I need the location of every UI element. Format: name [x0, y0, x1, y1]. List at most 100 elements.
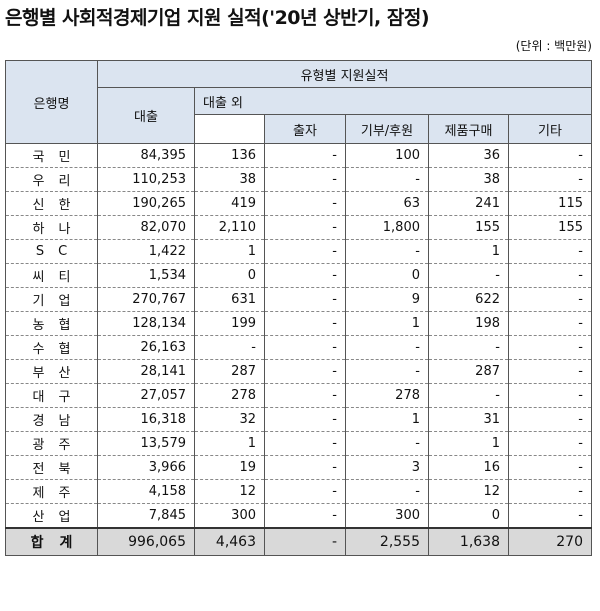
cell-bank: 제주	[5, 479, 98, 504]
cell-donation: -	[345, 239, 429, 264]
cell-loan: 128,134	[97, 311, 195, 336]
cell-purchase: 36	[428, 143, 509, 168]
header-non-loan-total	[194, 114, 265, 144]
table-row: 하나 82,070 2,110-1,800 155 155	[5, 215, 592, 240]
cell-donation: 100	[345, 143, 429, 168]
cell-loan: 110,253	[97, 167, 195, 192]
cell-investment: -	[264, 431, 346, 456]
header-non-loan: 대출 외	[194, 87, 592, 115]
header-purchase: 제품구매	[428, 114, 509, 144]
cell-non-loan: 32	[194, 407, 265, 432]
cell-loan: 270,767	[97, 287, 195, 312]
cell-purchase: 16	[428, 455, 509, 480]
table-row: 기업 270,767 631-9 622-	[5, 287, 592, 312]
cell-purchase: 622	[428, 287, 509, 312]
cell-purchase: -	[428, 335, 509, 360]
cell-other: 155	[508, 215, 592, 240]
cell-investment: -	[264, 143, 346, 168]
cell-bank: 국민	[5, 143, 98, 168]
table-row: SC 1,422 1- -1-	[5, 239, 592, 264]
cell-investment: -	[264, 215, 346, 240]
cell-bank: 수협	[5, 335, 98, 360]
cell-donation: 63	[345, 191, 429, 216]
cell-non-loan: -	[194, 335, 265, 360]
cell-purchase: 1	[428, 431, 509, 456]
cell-loan: 1,422	[97, 239, 195, 264]
header-investment: 출자	[264, 114, 346, 144]
cell-bank: 대구	[5, 383, 98, 408]
cell-bank: 우리	[5, 167, 98, 192]
cell-non-loan: 2,110	[194, 215, 265, 240]
cell-non-loan: 1	[194, 239, 265, 264]
cell-non-loan: 12	[194, 479, 265, 504]
cell-investment: -	[264, 479, 346, 504]
header-bank: 은행명	[5, 60, 98, 144]
cell-bank: 농협	[5, 311, 98, 336]
cell-donation: 0	[345, 263, 429, 288]
cell-other: -	[508, 287, 592, 312]
table-row: 국민 84,395 136-100 36-	[5, 143, 592, 168]
cell-other: -	[508, 479, 592, 504]
cell-purchase: 31	[428, 407, 509, 432]
cell-non-loan: 278	[194, 383, 265, 408]
total-loan: 996,065	[97, 527, 195, 556]
cell-donation: 1,800	[345, 215, 429, 240]
table-row: 대구 27,057 278-278- -	[5, 383, 592, 408]
header-support: 유형별 지원실적	[97, 60, 592, 88]
cell-other: -	[508, 143, 592, 168]
cell-purchase: 155	[428, 215, 509, 240]
cell-investment: -	[264, 383, 346, 408]
cell-other: -	[508, 167, 592, 192]
cell-non-loan: 0	[194, 263, 265, 288]
cell-bank: 광주	[5, 431, 98, 456]
cell-other: -	[508, 431, 592, 456]
cell-loan: 4,158	[97, 479, 195, 504]
cell-other: -	[508, 335, 592, 360]
cell-donation: -	[345, 167, 429, 192]
cell-loan: 84,395	[97, 143, 195, 168]
table-body: 국민 84,395 136-100 36- 우리 110,253 38- -38- 신한 190,…	[5, 143, 592, 529]
table-row: 경남 16,318 32-1 31-	[5, 407, 592, 432]
cell-loan: 13,579	[97, 431, 195, 456]
table-row: 산업 7,845 300-300 0-	[5, 503, 592, 529]
total-donation: 2,555	[345, 527, 429, 556]
cell-loan: 1,534	[97, 263, 195, 288]
cell-loan: 27,057	[97, 383, 195, 408]
cell-loan: 82,070	[97, 215, 195, 240]
total-non-loan: 4,463	[194, 527, 265, 556]
cell-other: -	[508, 239, 592, 264]
total-row: 합계 996,065 4,463 - 2,555 1,638 270	[5, 527, 592, 556]
table-row: 부산 28,141 287- -287-	[5, 359, 592, 384]
cell-bank: 부산	[5, 359, 98, 384]
cell-purchase: 12	[428, 479, 509, 504]
cell-purchase: 0	[428, 503, 509, 529]
cell-other: -	[508, 407, 592, 432]
cell-loan: 3,966	[97, 455, 195, 480]
header-other: 기타	[508, 114, 592, 144]
cell-investment: -	[264, 239, 346, 264]
cell-bank: 산업	[5, 503, 98, 529]
cell-investment: -	[264, 359, 346, 384]
cell-other: -	[508, 383, 592, 408]
cell-other: -	[508, 455, 592, 480]
cell-non-loan: 136	[194, 143, 265, 168]
cell-donation: 9	[345, 287, 429, 312]
cell-other: -	[508, 359, 592, 384]
cell-non-loan: 631	[194, 287, 265, 312]
cell-bank: 씨티	[5, 263, 98, 288]
cell-investment: -	[264, 167, 346, 192]
cell-donation: 3	[345, 455, 429, 480]
cell-bank: 전북	[5, 455, 98, 480]
cell-bank: 경남	[5, 407, 98, 432]
cell-other: -	[508, 263, 592, 288]
cell-donation: -	[345, 335, 429, 360]
header-donation: 기부/후원	[345, 114, 429, 144]
cell-loan: 7,845	[97, 503, 195, 529]
cell-non-loan: 1	[194, 431, 265, 456]
header-loan: 대출	[97, 87, 195, 144]
cell-non-loan: 419	[194, 191, 265, 216]
cell-purchase: 198	[428, 311, 509, 336]
cell-loan: 16,318	[97, 407, 195, 432]
cell-non-loan: 19	[194, 455, 265, 480]
cell-investment: -	[264, 287, 346, 312]
